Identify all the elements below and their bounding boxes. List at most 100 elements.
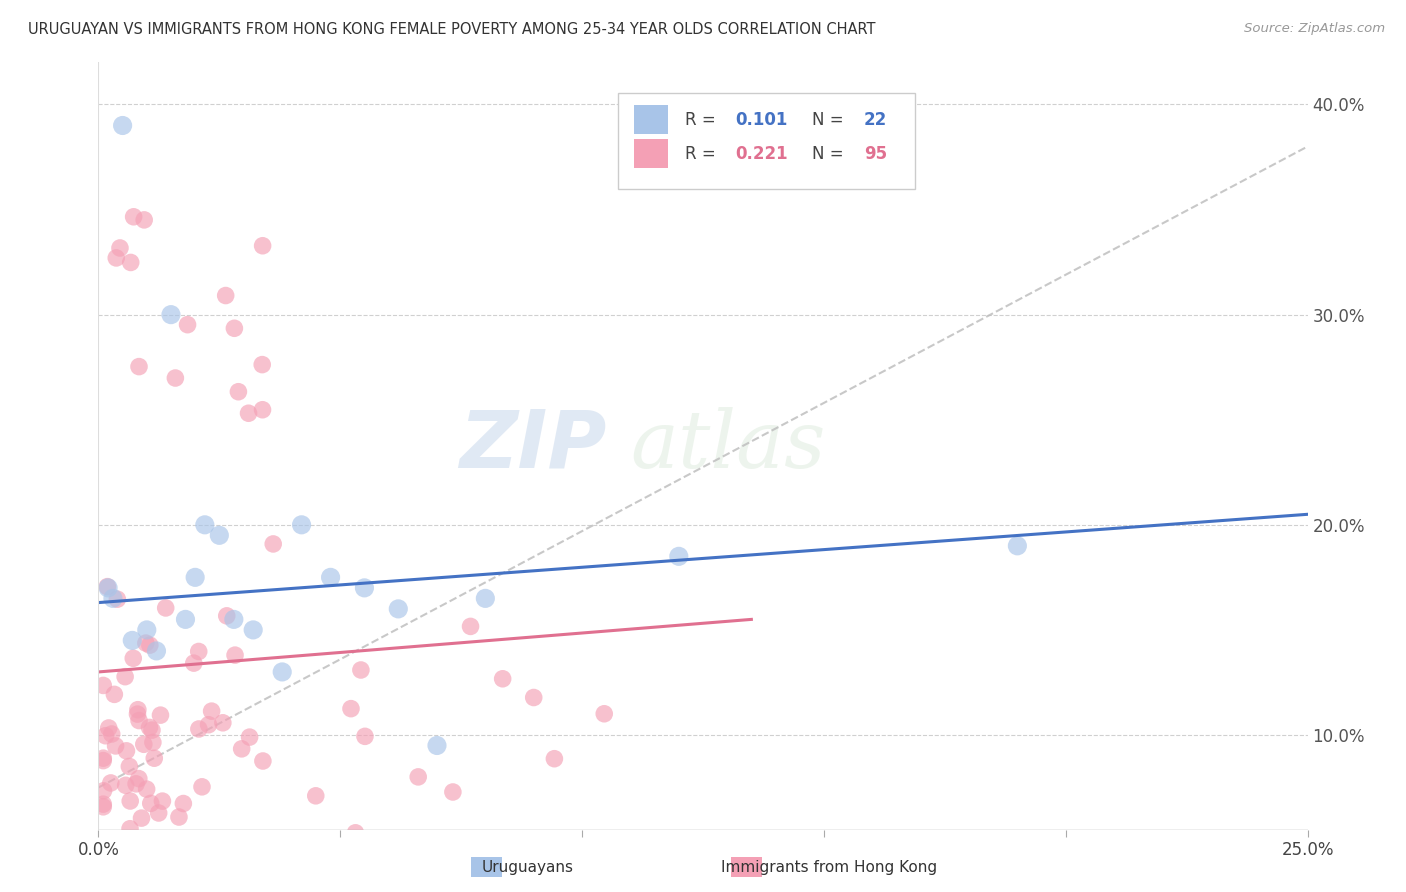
Point (197, 717, 219, 731)
Text: R =: R = (685, 145, 721, 163)
Point (91, 751, 114, 765)
Point (125, 777, 148, 791)
Point (132, 875, 155, 889)
Point (114, 778, 136, 792)
Point (101, 591, 124, 606)
Point (139, 797, 162, 811)
Point (94, 852, 117, 866)
Point (224, 648, 246, 662)
Point (128, 772, 150, 786)
Point (122, 210, 145, 224)
Point (211, 715, 233, 730)
Point (252, 754, 274, 768)
Point (135, 782, 157, 797)
Point (155, 839, 177, 854)
Point (149, 708, 172, 723)
Point (112, 875, 135, 889)
Text: N =: N = (811, 145, 849, 163)
Text: 95: 95 (863, 145, 887, 163)
Point (238, 406, 260, 420)
Point (492, 672, 515, 686)
Point (105, 251, 128, 265)
Point (183, 656, 205, 670)
Point (340, 701, 363, 715)
Point (242, 623, 264, 637)
Point (152, 794, 174, 808)
Point (141, 723, 163, 738)
Point (177, 847, 200, 862)
Point (201, 704, 224, 718)
Point (114, 670, 136, 684)
Point (127, 703, 149, 717)
Text: URUGUAYAN VS IMMIGRANTS FROM HONG KONG FEMALE POVERTY AMONG 25-34 YEAR OLDS CORR: URUGUAYAN VS IMMIGRANTS FROM HONG KONG F… (28, 22, 876, 37)
Point (142, 735, 165, 749)
Point (228, 384, 250, 399)
Point (115, 744, 138, 758)
Text: Source: ZipAtlas.com: Source: ZipAtlas.com (1244, 22, 1385, 36)
Point (176, 833, 198, 847)
Text: atlas: atlas (630, 408, 825, 484)
Point (187, 644, 209, 658)
Point (191, 780, 214, 794)
Point (668, 549, 690, 564)
Point (103, 687, 125, 701)
Point (194, 517, 217, 532)
Point (387, 602, 409, 616)
Point (239, 730, 262, 744)
Text: 0.221: 0.221 (735, 145, 789, 163)
Point (100, 776, 122, 790)
Point (91, 797, 114, 812)
Point (406, 770, 429, 784)
Point (187, 722, 209, 736)
Point (172, 797, 194, 811)
Point (118, 759, 141, 773)
Point (215, 608, 238, 623)
Point (416, 833, 439, 847)
Point (543, 752, 565, 766)
Point (121, 633, 143, 648)
Point (474, 591, 496, 606)
Point (153, 874, 176, 888)
Point (104, 739, 127, 753)
Point (91, 871, 114, 886)
Point (120, 794, 142, 808)
Bar (634, 139, 668, 169)
Point (93, 784, 115, 798)
Point (224, 321, 246, 335)
Point (111, 119, 134, 133)
Text: ZIP: ZIP (458, 407, 606, 485)
Point (165, 371, 187, 385)
Point (139, 638, 162, 652)
Point (290, 517, 312, 532)
Point (354, 730, 377, 744)
Point (97, 851, 120, 865)
FancyBboxPatch shape (619, 93, 915, 189)
Text: R =: R = (685, 111, 721, 129)
Point (135, 623, 157, 637)
Point (143, 751, 166, 765)
Point (593, 706, 616, 721)
Point (222, 612, 245, 626)
Point (145, 644, 167, 658)
Point (105, 592, 128, 607)
Point (134, 213, 156, 227)
Point (441, 785, 464, 799)
Point (148, 805, 170, 820)
Point (128, 359, 150, 374)
Point (271, 665, 294, 679)
Point (128, 714, 150, 728)
Point (184, 570, 207, 584)
Point (252, 402, 274, 417)
Text: Uruguayans: Uruguayans (481, 860, 574, 874)
Point (120, 255, 142, 269)
Point (174, 612, 197, 626)
Bar (634, 104, 668, 134)
Point (426, 739, 449, 753)
Point (108, 875, 131, 889)
Point (252, 239, 274, 253)
Point (135, 636, 157, 650)
Point (118, 822, 141, 836)
Point (131, 811, 153, 825)
Point (108, 241, 131, 255)
Point (215, 288, 238, 302)
